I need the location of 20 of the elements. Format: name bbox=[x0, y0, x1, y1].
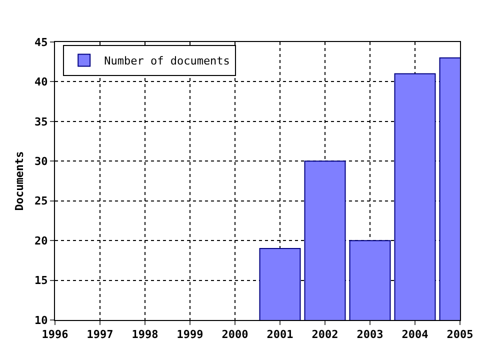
y-tick-label: 45 bbox=[34, 36, 48, 49]
x-tick-label: 2003 bbox=[356, 328, 384, 342]
legend-label: Number of documents bbox=[104, 54, 230, 68]
x-tick-label: 1999 bbox=[176, 328, 204, 342]
x-tick-label: 1997 bbox=[86, 328, 114, 342]
y-tick-label: 20 bbox=[34, 234, 48, 248]
x-tick-label: 1998 bbox=[132, 328, 158, 342]
x-tick-label: 2005 bbox=[446, 328, 474, 342]
y-tick-label: 40 bbox=[34, 76, 48, 89]
x-tick-label: 2004 bbox=[402, 328, 429, 342]
x-tick-label: 2000 bbox=[222, 328, 248, 342]
y-tick-label: 25 bbox=[34, 194, 48, 208]
y-axis-title: Documents bbox=[13, 151, 26, 211]
y-tick-label: 30 bbox=[34, 154, 48, 168]
x-tick-label: 2002 bbox=[312, 328, 338, 342]
x-tick-label: 2001 bbox=[266, 328, 294, 342]
y-tick-label: 10 bbox=[34, 314, 48, 327]
y-tick-label: 15 bbox=[34, 274, 48, 288]
y-tick-label: 35 bbox=[34, 115, 48, 128]
x-tick-label: 1996 bbox=[42, 328, 69, 342]
